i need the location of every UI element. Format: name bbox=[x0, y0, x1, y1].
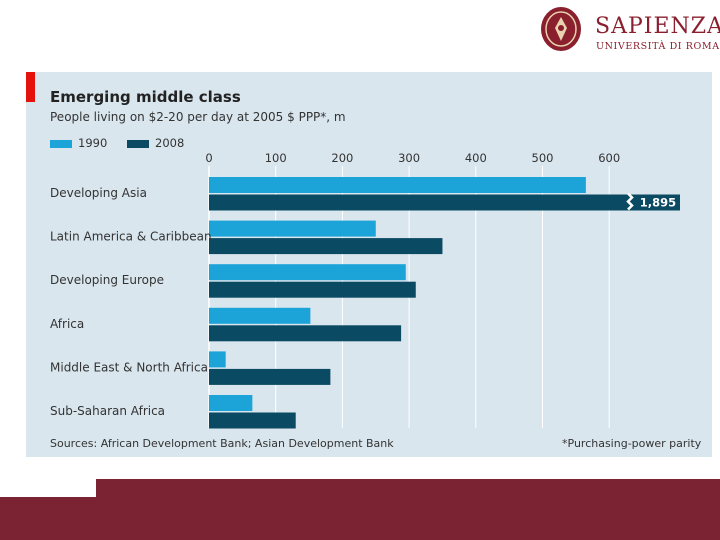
bar-2008 bbox=[209, 281, 416, 298]
bar-2008 bbox=[209, 412, 296, 429]
legend-swatch-1990 bbox=[50, 139, 72, 148]
logo-subtitle: UNIVERSITÀ DI ROMA bbox=[596, 41, 720, 52]
legend-item-1990: 1990 bbox=[50, 136, 107, 150]
tick-label-400: 400 bbox=[465, 151, 487, 165]
bar-2008 bbox=[209, 368, 331, 385]
bar-2008 bbox=[209, 194, 680, 211]
bar-1990 bbox=[209, 307, 311, 324]
tick-label-200: 200 bbox=[331, 151, 353, 165]
category-label: Sub-Saharan Africa bbox=[50, 404, 165, 418]
university-logo: SAPIENZA UNIVERSITÀ DI ROMA bbox=[540, 6, 720, 58]
legend-swatch-2008 bbox=[127, 139, 149, 148]
bar-1990 bbox=[209, 351, 226, 368]
category-label: Middle East & North Africa bbox=[50, 360, 208, 374]
tick-label-0: 0 bbox=[205, 151, 212, 165]
chart-footnote: *Purchasing-power parity bbox=[562, 437, 702, 450]
tick-label-300: 300 bbox=[398, 151, 420, 165]
category-label: Developing Asia bbox=[50, 186, 147, 200]
tick-label-100: 100 bbox=[265, 151, 287, 165]
chart-title: Emerging middle class bbox=[50, 88, 241, 106]
sapienza-seal-icon bbox=[541, 7, 581, 51]
chart-subtitle: People living on $2-20 per day at 2005 $… bbox=[50, 110, 346, 124]
bar-1990 bbox=[209, 395, 253, 411]
category-label: Developing Europe bbox=[50, 273, 164, 287]
chart-source: Sources: African Development Bank; Asian… bbox=[50, 437, 394, 450]
bar-2008 bbox=[209, 238, 443, 255]
footer-band bbox=[0, 497, 720, 540]
axis-break-icon bbox=[626, 192, 634, 211]
legend-label-1990: 1990 bbox=[78, 136, 108, 150]
footer-band-upper bbox=[96, 479, 720, 499]
bar-1990 bbox=[209, 264, 406, 281]
tick-label-500: 500 bbox=[532, 151, 554, 165]
category-label: Africa bbox=[50, 317, 84, 331]
bar-2008 bbox=[209, 325, 402, 342]
bar-1990 bbox=[209, 220, 376, 237]
chart-accent-mark bbox=[26, 72, 35, 102]
logo-name: SAPIENZA bbox=[595, 14, 720, 39]
legend-label-2008: 2008 bbox=[155, 136, 185, 150]
bar-value-label: 1,895 bbox=[640, 196, 676, 210]
legend-item-2008: 2008 bbox=[127, 136, 184, 150]
bar-1990 bbox=[209, 177, 586, 193]
tick-label-600: 600 bbox=[598, 151, 620, 165]
category-label: Latin America & Caribbean bbox=[50, 230, 212, 244]
